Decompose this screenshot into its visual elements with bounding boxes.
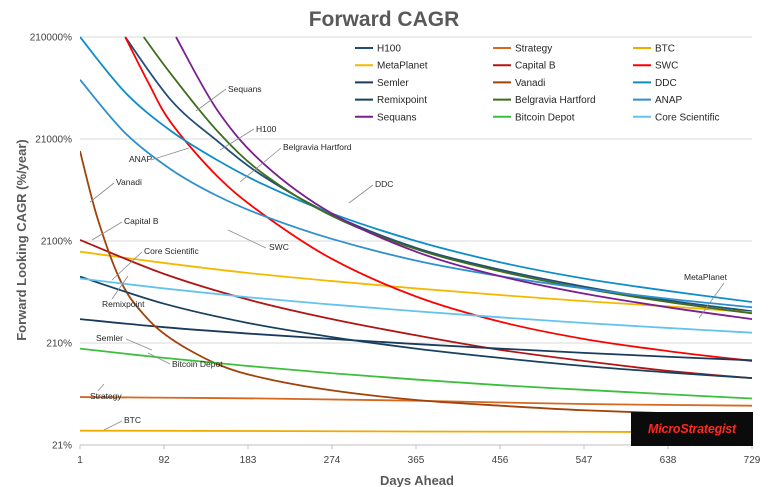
annotation-h100: H100 xyxy=(256,124,277,134)
legend: H100 Strategy BTC MetaPlanet Capital B SWC Sem… xyxy=(355,44,719,123)
x-tick-label: 183 xyxy=(240,455,257,466)
annotation-leader-swc xyxy=(227,229,267,249)
annotation-leader-sequans xyxy=(195,88,227,112)
annotation-core-scientific: Core Scientific xyxy=(144,246,200,256)
series-line-strategy xyxy=(80,396,752,407)
y-tick-label: 21% xyxy=(52,441,72,452)
x-tick-label: 547 xyxy=(576,455,593,466)
y-axis-ticks: 21% 210% 2100% 21000% 210000% xyxy=(30,33,72,452)
annotation-belgravia-hartford: Belgravia Hartford xyxy=(283,142,352,152)
legend-label-belgravia-hartford: Belgravia Hartford xyxy=(515,95,596,106)
series-line-ddc xyxy=(80,36,752,303)
legend-label-metaplanet: MetaPlanet xyxy=(377,61,428,72)
legend-label-semler: Semler xyxy=(377,78,409,89)
annotation-ddc: DDC xyxy=(375,179,393,189)
annotation-leader-h100 xyxy=(219,128,255,151)
legend-label-capital-b: Capital B xyxy=(515,61,556,72)
annotation-leader-vanadi xyxy=(89,182,115,203)
series-line-bitcoin-depot xyxy=(80,347,752,400)
x-tick-label: 274 xyxy=(324,455,341,466)
annotation-vanadi: Vanadi xyxy=(116,177,142,187)
chart-title: Forward CAGR xyxy=(309,8,460,31)
series-line-swc xyxy=(124,36,752,362)
annotation-bitcoin-depot: Bitcoin Depot xyxy=(172,359,223,369)
y-tick-label: 21000% xyxy=(35,135,72,146)
legend-label-h100: H100 xyxy=(377,44,401,55)
series-line-vanadi xyxy=(80,150,752,418)
series-line-anap xyxy=(80,79,752,309)
annotation-remixpoint: Remixpoint xyxy=(102,299,145,309)
x-tick-label: 1 xyxy=(77,455,83,466)
logo-text: MicroStrategist xyxy=(648,422,736,436)
legend-label-vanadi: Vanadi xyxy=(515,78,545,89)
annotation-leader-btc xyxy=(103,420,123,431)
x-tick-label: 638 xyxy=(660,455,677,466)
y-tick-label: 2100% xyxy=(41,237,72,248)
annotation-semler: Semler xyxy=(96,333,123,343)
x-tick-label: 729 xyxy=(744,455,761,466)
annotation-leader-capital-b xyxy=(91,221,123,241)
legend-label-swc: SWC xyxy=(655,61,678,72)
legend-label-bitcoin-depot: Bitcoin Depot xyxy=(515,112,575,123)
legend-label-sequans: Sequans xyxy=(377,112,416,123)
x-tick-label: 365 xyxy=(408,455,425,466)
annotations: Sequans H100 Belgravia Hartford ANAP DDC Vana… xyxy=(89,84,728,431)
series-line-capital-b xyxy=(80,239,752,380)
legend-label-ddc: DDC xyxy=(655,78,677,89)
annotation-leader-bitcoin-depot xyxy=(147,352,171,365)
annotation-btc: BTC xyxy=(124,415,141,425)
series-line-sequans xyxy=(175,36,752,321)
series-line-metaplanet xyxy=(80,250,752,314)
series-line-remixpoint xyxy=(80,275,752,380)
legend-label-anap: ANAP xyxy=(655,95,683,106)
y-tick-label: 210000% xyxy=(30,33,72,44)
legend-label-core-scientific: Core Scientific xyxy=(655,112,719,123)
annotation-strategy: Strategy xyxy=(90,391,122,401)
x-axis-title: Days Ahead xyxy=(380,473,454,487)
legend-label-remixpoint: Remixpoint xyxy=(377,95,427,106)
annotation-leader-anap xyxy=(150,147,190,161)
annotation-leader-metaplanet xyxy=(698,282,725,319)
series-line-belgravia-hartford xyxy=(142,36,752,315)
y-axis-title: Forward Looking CAGR (%/year) xyxy=(14,139,29,341)
annotation-leader-core-scientific xyxy=(111,251,143,281)
annotation-metaplanet: MetaPlanet xyxy=(684,272,728,282)
annotation-capital-b: Capital B xyxy=(124,216,159,226)
series-line-semler xyxy=(80,318,752,362)
annotation-sequans: Sequans xyxy=(228,84,262,94)
y-tick-label: 210% xyxy=(46,339,72,350)
annotation-leader-ddc xyxy=(348,184,374,204)
x-tick-label: 92 xyxy=(158,455,170,466)
annotation-leader-strategy xyxy=(97,383,105,392)
annotation-leader-belgravia-hartford xyxy=(239,147,282,183)
annotation-leader-semler xyxy=(125,338,153,351)
x-tick-label: 456 xyxy=(492,455,509,466)
legend-label-strategy: Strategy xyxy=(515,44,552,55)
annotation-leader-remixpoint xyxy=(111,275,129,300)
annotation-anap: ANAP xyxy=(129,154,152,164)
legend-label-btc: BTC xyxy=(655,44,675,55)
microstrategist-logo: MicroStrategist xyxy=(631,412,753,446)
annotation-swc: SWC xyxy=(269,242,289,252)
series-line-core-scientific xyxy=(80,277,752,334)
x-axis-ticks: 1 92 183 274 365 456 547 638 729 xyxy=(77,445,761,466)
